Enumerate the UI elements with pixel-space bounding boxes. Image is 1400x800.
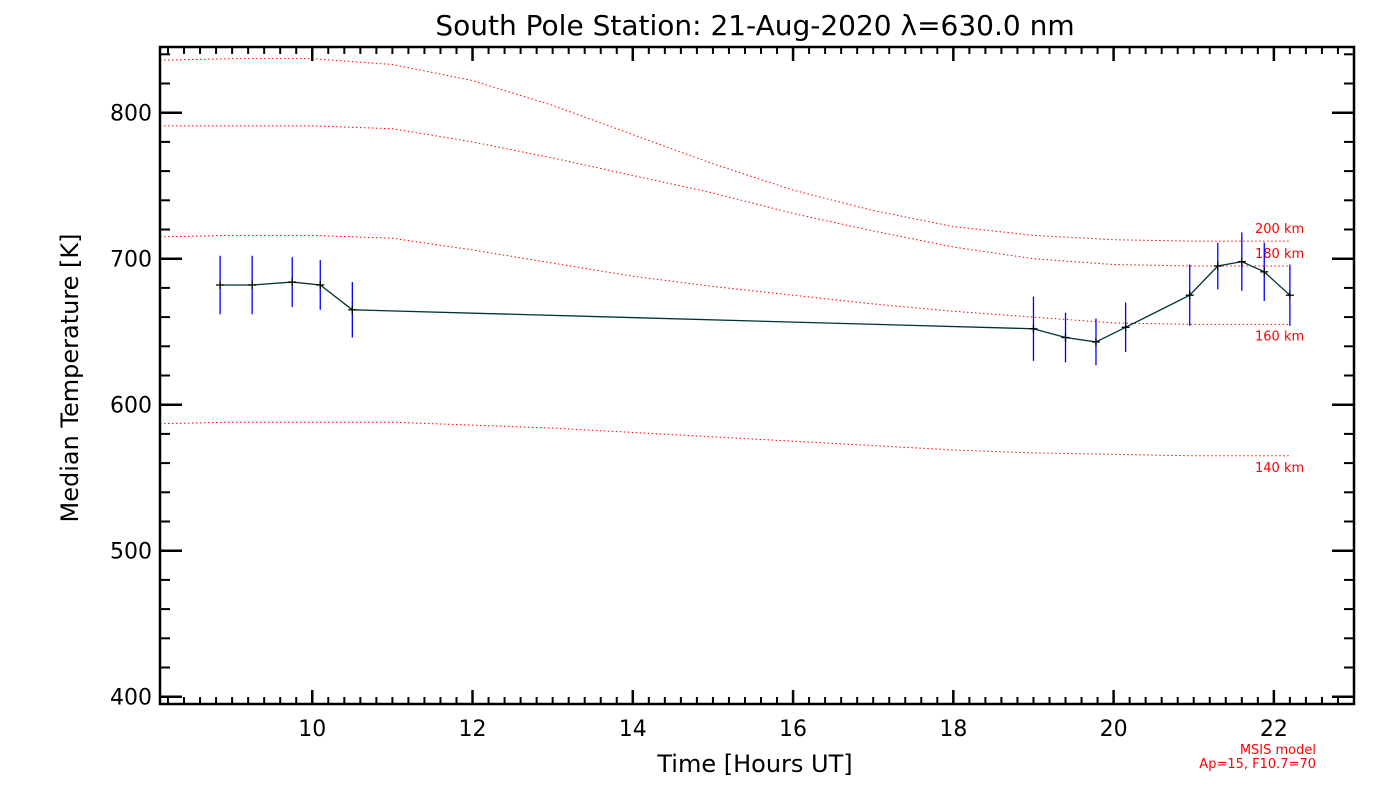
data-point: [316, 280, 325, 289]
data-point: [248, 280, 257, 289]
data-point: [1213, 262, 1222, 270]
msis-model-curves: 200 km 180 km 160 km 140 km: [159, 58, 1304, 476]
model-curve: [159, 234, 1290, 325]
series-line: [220, 260, 1291, 343]
x-tick-label: 10: [298, 717, 326, 742]
x-tick-label: 12: [459, 717, 487, 742]
data-series: [216, 232, 1294, 366]
model-curve: [159, 58, 1290, 242]
data-point: [1260, 267, 1269, 276]
axes: 10 12 14 16 18 20 22 400 500 600 700 800: [110, 47, 1355, 742]
x-tick-label: 14: [619, 717, 647, 742]
y-tick-label: 400: [110, 686, 152, 711]
model-curve-label: 140 km: [1255, 461, 1304, 476]
y-tick-label: 800: [110, 102, 152, 127]
data-point: [1185, 291, 1194, 300]
x-tick-label: 20: [1100, 717, 1128, 742]
x-tick-label: 18: [939, 717, 967, 742]
model-curve-label: 200 km: [1255, 222, 1304, 237]
data-point: [1091, 337, 1100, 346]
data-point: [1061, 333, 1070, 342]
chart-title: South Pole Station: 21-Aug-2020 λ=630.0 …: [435, 9, 1074, 42]
model-curve-label: 180 km: [1255, 247, 1304, 262]
model-curve: [159, 421, 1290, 457]
y-tick-label: 700: [110, 248, 152, 273]
data-point: [216, 280, 225, 289]
x-tick-label: 16: [779, 717, 807, 742]
data-point: [1237, 257, 1246, 266]
y-tick-label: 600: [110, 394, 152, 419]
x-tick-label: 22: [1260, 717, 1288, 742]
x-axis-label: Time [Hours UT]: [656, 750, 852, 778]
plot-frame: [158, 45, 1356, 706]
data-point: [1285, 291, 1294, 300]
model-params-annotation: Ap=15, F10.7=70: [1199, 757, 1316, 772]
model-curve-label: 160 km: [1255, 329, 1304, 344]
data-point: [288, 278, 297, 287]
model-name-annotation: MSIS model: [1240, 743, 1316, 758]
y-axis-label: Median Temperature [K]: [56, 233, 84, 522]
model-curve: [160, 125, 1290, 267]
data-point: [1029, 324, 1038, 333]
data-point: [1121, 323, 1130, 332]
y-tick-label: 500: [110, 540, 152, 565]
data-point: [348, 305, 357, 314]
